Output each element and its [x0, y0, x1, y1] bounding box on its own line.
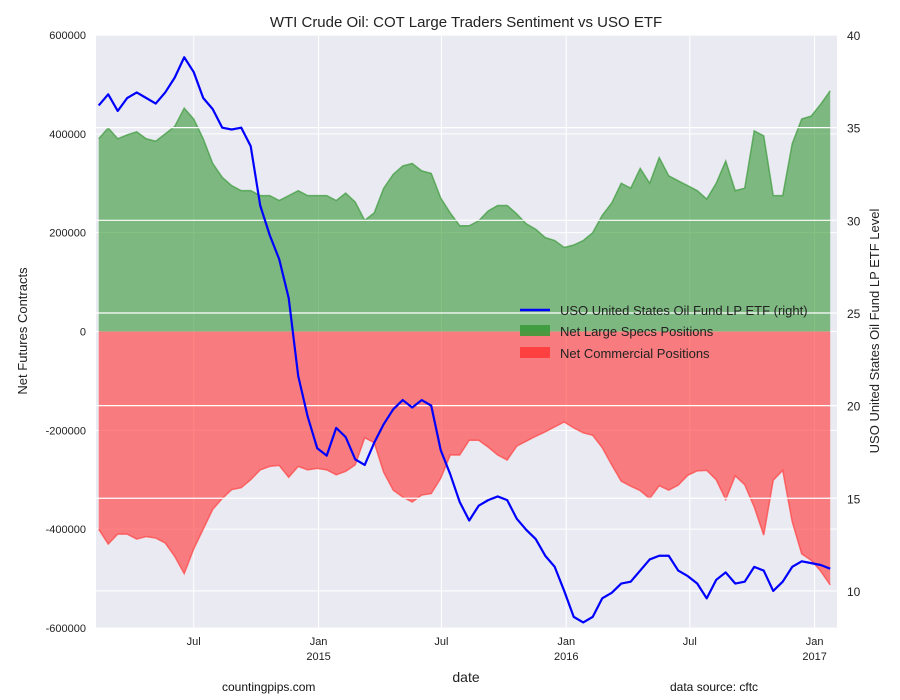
x-tick-label: Jul	[683, 636, 697, 648]
y-right-tick-label: 25	[847, 307, 861, 321]
x-tick-sublabel: 2017	[802, 651, 826, 663]
y-tick-label: 600000	[49, 30, 86, 42]
footer-source-label: data source: cftc	[670, 680, 759, 694]
x-tick-label: Jan	[310, 636, 328, 648]
x-tick-sublabel: 2015	[306, 651, 330, 663]
uso-line	[97, 56, 831, 624]
y-right-tick-label: 35	[847, 122, 861, 136]
x-tick-label: Jul	[434, 636, 448, 648]
specs-area-edge	[98, 90, 831, 249]
x-tick-label: Jul	[187, 636, 201, 648]
chart-title: WTI Crude Oil: COT Large Traders Sentime…	[270, 14, 662, 31]
y-right-tick-label: 40	[847, 29, 861, 43]
y-tick-label: -400000	[46, 524, 86, 536]
y-tick-label: -600000	[46, 623, 86, 635]
legend-commercial-swatch	[520, 347, 550, 358]
commercial-area	[98, 331, 831, 586]
legend-specs-swatch	[520, 325, 550, 336]
commercial-area-edge	[98, 421, 831, 586]
legend-commercial-label: Net Commercial Positions	[560, 346, 710, 361]
y-right-tick-label: 10	[847, 585, 861, 599]
y-tick-label: 400000	[49, 129, 86, 141]
y-axis-label: Net Futures Contracts	[15, 267, 30, 395]
y-tick-label: -200000	[46, 425, 86, 437]
x-axis-label: date	[452, 669, 479, 685]
legend-uso-label: USO United States Oil Fund LP ETF (right…	[560, 303, 808, 318]
x-tick-label: Jan	[806, 636, 824, 648]
y-right-tick-label: 15	[847, 492, 861, 506]
y-tick-label: 0	[80, 327, 86, 339]
legend-specs-label: Net Large Specs Positions	[560, 324, 714, 339]
y-tick-label: 200000	[49, 228, 86, 240]
y-right-tick-label: 20	[847, 400, 861, 414]
footer-site-label: countingpips.com	[222, 680, 316, 694]
y-right-axis-label: USO United States Oil Fund LP ETF Level	[867, 209, 882, 454]
x-tick-sublabel: 2016	[554, 651, 578, 663]
y-right-tick-label: 30	[847, 214, 861, 228]
x-tick-label: Jan	[557, 636, 575, 648]
